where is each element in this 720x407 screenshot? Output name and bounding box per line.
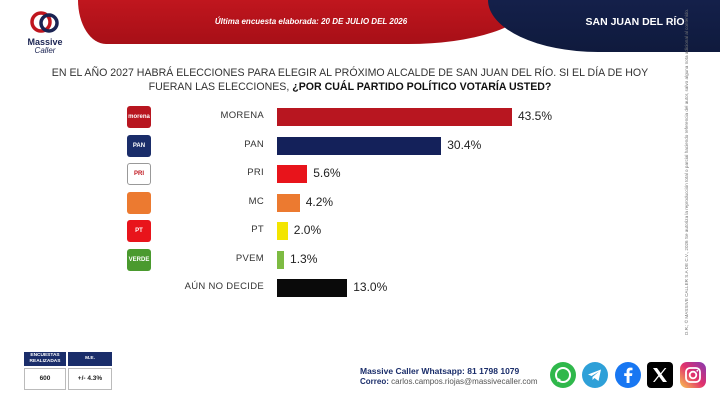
massive-caller-logo: Massive Caller bbox=[16, 10, 74, 62]
whatsapp-line: Massive Caller Whatsapp: 81 1798 1079 bbox=[360, 366, 560, 376]
contact-info: Massive Caller Whatsapp: 81 1798 1079 Co… bbox=[360, 366, 560, 386]
bar-row: PAN PAN 30.4% bbox=[0, 133, 600, 159]
stats-header-margin: M.E. bbox=[68, 352, 112, 366]
bar-category-label: PT bbox=[251, 224, 264, 235]
copyright-note: D.R.; © MASSIVE CALLER S.A DE C.V., 2026… bbox=[680, 9, 690, 340]
bar-category-label: MC bbox=[248, 195, 264, 207]
x-icon[interactable] bbox=[647, 362, 673, 388]
bar-category-label: PRI bbox=[247, 167, 264, 178]
bar-category-label: AÚN NO DECIDE bbox=[184, 281, 264, 292]
bar-value-label: 13.0% bbox=[353, 280, 388, 294]
instagram-icon[interactable] bbox=[680, 362, 706, 388]
bar bbox=[277, 250, 285, 269]
party-vote-bar-chart: morena MORENA 43.5% PAN PAN 30.4% PRI PRI 5.6% MC… bbox=[0, 104, 720, 304]
bar-row: VERDE PVEM 1.3% bbox=[0, 247, 600, 273]
bar bbox=[277, 165, 308, 183]
email-label: Correo: bbox=[360, 377, 389, 386]
bar-value-label: 5.6% bbox=[313, 166, 341, 180]
bar-category-label: MORENA bbox=[220, 110, 264, 121]
bar bbox=[277, 279, 348, 297]
bar bbox=[277, 222, 288, 240]
morena-logo: morena bbox=[127, 106, 151, 128]
bar-value-label: 1.3% bbox=[290, 251, 318, 266]
bar-row: MC 4.2% bbox=[0, 190, 600, 216]
header-red-band bbox=[78, 0, 528, 44]
bar-category-label: PAN bbox=[244, 138, 264, 150]
bar-value-label: 30.4% bbox=[447, 137, 482, 152]
facebook-icon[interactable] bbox=[615, 362, 641, 388]
bar bbox=[277, 136, 442, 155]
pt-logo: PT bbox=[127, 220, 151, 242]
mc-logo bbox=[127, 191, 151, 214]
bar-row: AÚN NO DECIDE 13.0% bbox=[0, 275, 600, 301]
bar bbox=[277, 193, 300, 212]
stats-header-surveys: ENCUESTAS REALIZADAS bbox=[24, 352, 66, 366]
bar-category-label: PVEM bbox=[235, 252, 264, 264]
telegram-icon[interactable] bbox=[582, 362, 608, 388]
survey-question: EN EL AÑO 2027 HABRÁ ELECCIONES PARA ELE… bbox=[30, 66, 670, 94]
survey-date: Última encuesta elaborada: 20 DE JULIO D… bbox=[214, 17, 408, 26]
survey-stats-table: ENCUESTAS REALIZADAS M.E. 600 +/- 4.3% bbox=[24, 352, 112, 392]
pvem-logo: VERDE bbox=[127, 248, 151, 271]
logo-text-2: Caller bbox=[34, 46, 56, 55]
bar-value-label: 4.2% bbox=[305, 194, 334, 209]
whatsapp-label: Massive Caller Whatsapp: bbox=[360, 366, 465, 376]
bar-row: PRI PRI 5.6% bbox=[0, 161, 600, 187]
question-text: EN EL AÑO 2027 HABRÁ ELECCIONES PARA ELE… bbox=[51, 67, 649, 93]
stats-margin-value: +/- 4.3% bbox=[68, 368, 112, 390]
stats-surveys-value: 600 bbox=[24, 368, 66, 390]
bar-value-label: 43.5% bbox=[518, 109, 553, 123]
copyright-text: D.R.; © MASSIVE CALLER S.A DE C.V., 2026… bbox=[684, 8, 689, 335]
bar-row: PT PT 2.0% bbox=[0, 218, 600, 244]
email-address[interactable]: carlos.campos.riojas@massivecaller.com bbox=[391, 377, 538, 386]
bar-row: morena MORENA 43.5% bbox=[0, 104, 600, 130]
bar-value-label: 2.0% bbox=[293, 223, 322, 237]
logo-text-1: Massive bbox=[27, 37, 63, 47]
pri-logo: PRI bbox=[127, 163, 151, 185]
question-emphasis: ¿POR CUÁL PARTIDO POLÍTICO VOTARÍA USTED… bbox=[292, 81, 552, 93]
bar bbox=[277, 108, 512, 126]
city-title: SAN JUAN DEL RÍO bbox=[585, 16, 685, 28]
whatsapp-number[interactable]: 81 1798 1079 bbox=[467, 366, 520, 376]
email-line: Correo: carlos.campos.riojas@massivecall… bbox=[360, 377, 560, 386]
logo-mark-icon bbox=[30, 11, 59, 33]
pan-logo: PAN bbox=[127, 134, 151, 157]
whatsapp-icon[interactable] bbox=[550, 362, 576, 388]
